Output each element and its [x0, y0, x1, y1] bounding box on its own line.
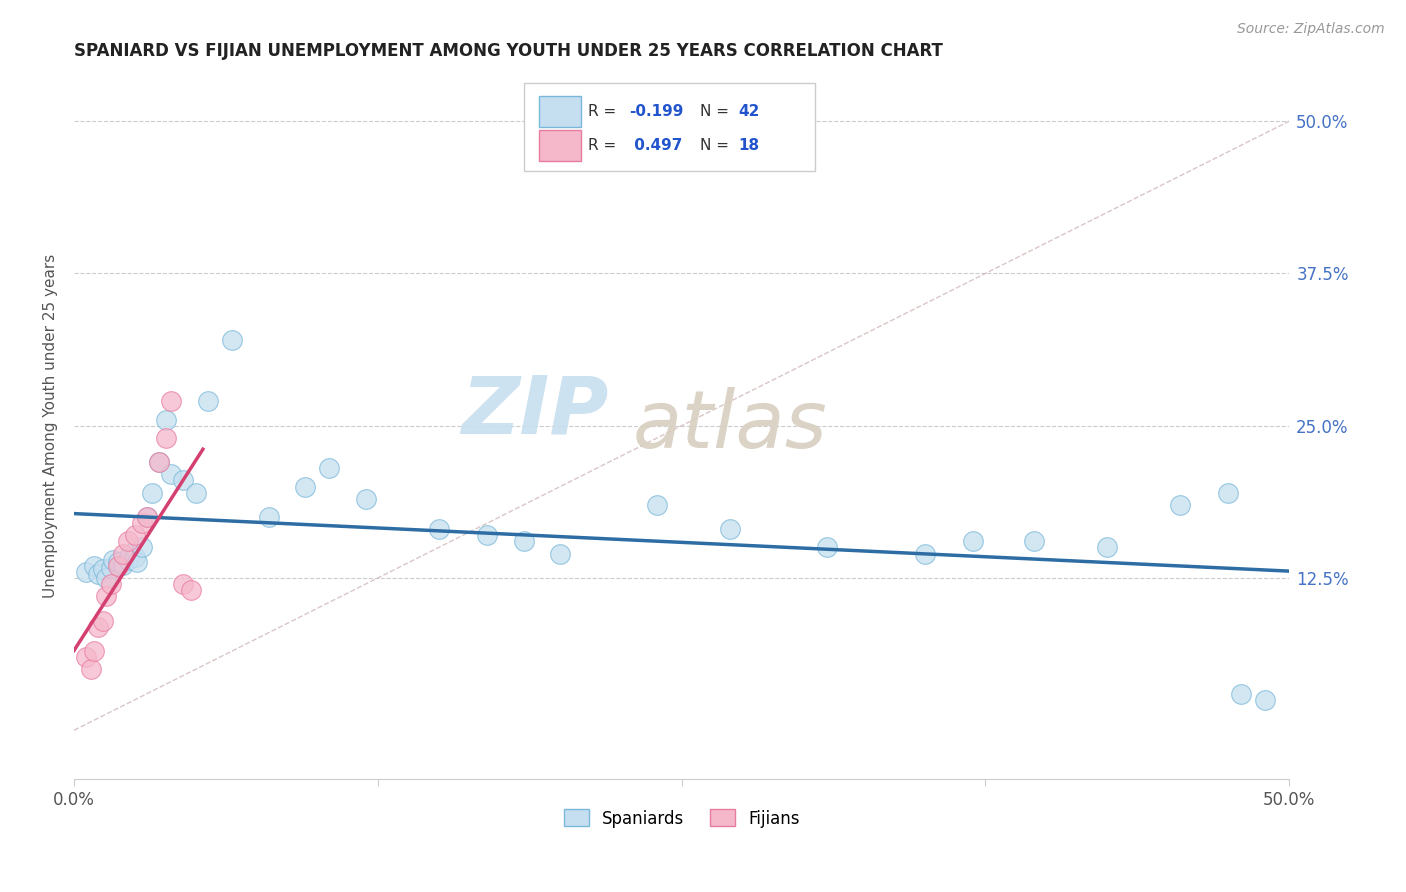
Text: ZIP: ZIP	[461, 373, 609, 450]
Point	[160, 394, 183, 409]
Point	[1254, 692, 1277, 706]
Text: SPANIARD VS FIJIAN UNEMPLOYMENT AMONG YOUTH UNDER 25 YEARS CORRELATION CHART: SPANIARD VS FIJIAN UNEMPLOYMENT AMONG YO…	[75, 42, 943, 60]
Point	[512, 534, 534, 549]
Point	[131, 541, 153, 555]
Point	[100, 561, 122, 575]
Point	[962, 534, 984, 549]
Point	[184, 485, 207, 500]
Point	[294, 479, 316, 493]
Y-axis label: Unemployment Among Youth under 25 years: Unemployment Among Youth under 25 years	[44, 253, 58, 598]
Text: -0.199: -0.199	[630, 103, 683, 119]
Point	[817, 541, 839, 555]
Point	[118, 547, 141, 561]
FancyBboxPatch shape	[540, 95, 581, 127]
Text: Source: ZipAtlas.com: Source: ZipAtlas.com	[1237, 22, 1385, 37]
Point	[94, 589, 117, 603]
Point	[127, 555, 149, 569]
Point	[180, 583, 202, 598]
Point	[427, 522, 450, 536]
Point	[124, 528, 146, 542]
Point	[94, 571, 117, 585]
Point	[111, 558, 134, 572]
Text: R =: R =	[588, 137, 616, 153]
Point	[91, 562, 114, 576]
Point	[718, 522, 741, 536]
Point	[136, 510, 159, 524]
Legend: Spaniards, Fijians: Spaniards, Fijians	[557, 803, 806, 834]
Text: N =: N =	[700, 103, 728, 119]
Point	[91, 614, 114, 628]
Point	[101, 552, 124, 566]
Point	[141, 485, 163, 500]
FancyBboxPatch shape	[540, 129, 581, 161]
Point	[87, 620, 110, 634]
Point	[914, 547, 936, 561]
Point	[80, 662, 103, 676]
Point	[1022, 534, 1045, 549]
Point	[107, 558, 129, 573]
Point	[100, 577, 122, 591]
Point	[124, 550, 146, 565]
Point	[75, 650, 97, 665]
Point	[148, 455, 170, 469]
Point	[477, 528, 499, 542]
Point	[160, 467, 183, 482]
Point	[83, 644, 105, 658]
Point	[117, 534, 139, 549]
Point	[354, 491, 377, 506]
Point	[1095, 541, 1118, 555]
Point	[318, 461, 340, 475]
Point	[1229, 687, 1251, 701]
Point	[197, 394, 219, 409]
Point	[155, 412, 177, 426]
Point	[111, 547, 134, 561]
Point	[155, 431, 177, 445]
Text: 42: 42	[738, 103, 761, 119]
Point	[87, 567, 110, 582]
Point	[548, 547, 571, 561]
FancyBboxPatch shape	[523, 83, 815, 171]
Point	[257, 510, 280, 524]
Point	[148, 455, 170, 469]
Point	[107, 555, 129, 569]
Point	[117, 552, 139, 566]
Point	[75, 565, 97, 579]
Point	[131, 516, 153, 530]
Text: N =: N =	[700, 137, 728, 153]
Point	[172, 474, 194, 488]
Point	[83, 558, 105, 573]
Point	[1218, 485, 1240, 500]
Text: R =: R =	[588, 103, 616, 119]
Text: 18: 18	[738, 137, 759, 153]
Point	[136, 510, 159, 524]
Point	[1168, 498, 1191, 512]
Text: atlas: atlas	[633, 386, 828, 465]
Point	[647, 498, 669, 512]
Point	[221, 334, 243, 348]
Point	[172, 577, 194, 591]
Text: 0.497: 0.497	[630, 137, 683, 153]
